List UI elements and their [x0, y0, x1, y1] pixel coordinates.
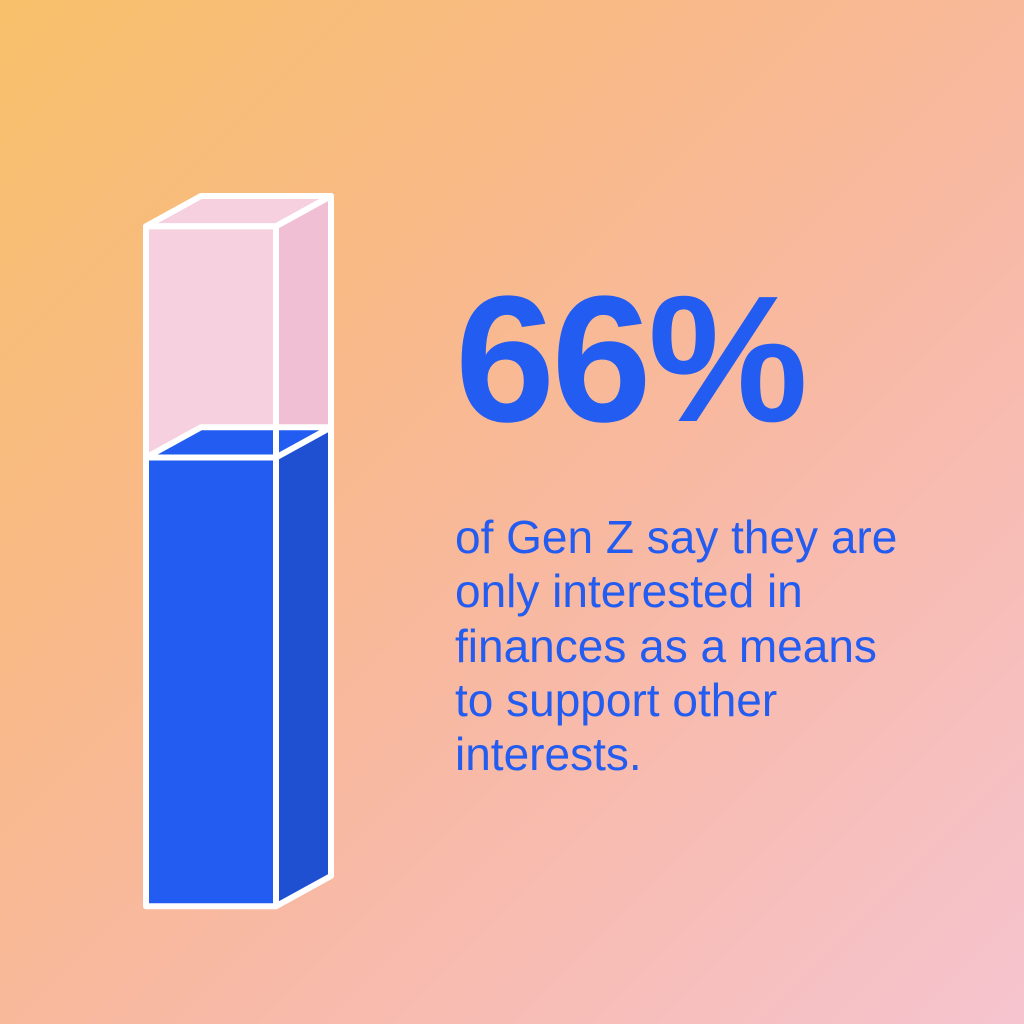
percentage-bar-3d — [140, 190, 337, 917]
stat-body-text: of Gen Z say they are only interested in… — [455, 510, 915, 781]
infographic-canvas: 66% of Gen Z say they are only intereste… — [0, 0, 1024, 1024]
percent-value: 66% — [455, 270, 915, 450]
stat-text-block: 66% of Gen Z say they are only intereste… — [455, 270, 915, 781]
bar-svg — [140, 190, 337, 912]
